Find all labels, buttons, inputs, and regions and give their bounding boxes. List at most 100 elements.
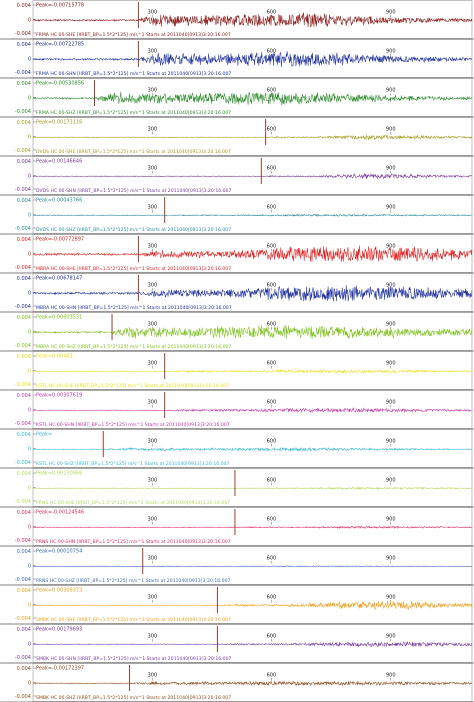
x-tick-label: 300 <box>148 672 158 678</box>
waveform-line <box>32 600 473 611</box>
x-tick-label: 900 <box>386 126 396 132</box>
y-tick-label: -0.004 <box>15 304 31 310</box>
y-tick-label: -0.004 <box>15 577 31 583</box>
trace-row: 0.004 0 -0.004 300 600 900 Peak=-0.00124546 PRN… <box>0 507 474 547</box>
y-tick-label: 0.004 <box>17 471 31 477</box>
y-tick-label: 0 <box>28 96 31 102</box>
x-tick-label: 300 <box>148 204 158 210</box>
trace-row: 0.004 0 -0.004 300 600 900 Peak=-0.00715778 FRM… <box>0 0 474 40</box>
x-tick-label: 900 <box>386 282 396 288</box>
channel-label: MBRA HC 00-SHE [IIRBT_BP=1.5*2*125] m/s^… <box>36 266 231 272</box>
x-tick-label: 600 <box>267 399 277 405</box>
peak-label: Peak=0.00309373 <box>36 588 82 594</box>
x-tick-label: 600 <box>267 165 277 171</box>
x-tick-label: 600 <box>267 9 277 15</box>
waveform-line <box>32 369 473 374</box>
y-tick-label: 0.004 <box>17 42 31 48</box>
y-tick-label: -0.004 <box>15 187 31 193</box>
x-tick-label: 600 <box>267 321 277 327</box>
channel-label: MBRA HC 00-SHN [IIRBT_BP=1.5*2*125] m/s^… <box>36 305 232 311</box>
x-tick-label: 300 <box>148 360 158 366</box>
y-tick-label: -0.004 <box>15 343 31 349</box>
channel-label: DVDS HC 00-SHZ [IIRBT_BP=1.5*2*125] m/s^… <box>36 227 231 233</box>
peak-label: Peak=0.00463 <box>36 354 73 360</box>
y-tick-label: 0 <box>28 369 31 375</box>
x-tick-label: 300 <box>148 165 158 171</box>
x-tick-label: 300 <box>148 633 158 639</box>
y-tick-label: 0 <box>28 564 31 570</box>
peak-label: Peak= <box>36 432 52 438</box>
y-tick-label: -0.004 <box>15 31 31 37</box>
channel-label: SMBK HC 00-SHE [IIRBT_BP=1.5*2*125] m/s^… <box>36 617 231 623</box>
waveform-line <box>32 91 473 106</box>
y-tick-label: 0 <box>28 135 31 141</box>
waveform-line <box>32 407 473 414</box>
x-tick-label: 300 <box>148 438 158 444</box>
x-tick-label: 300 <box>148 594 158 600</box>
y-tick-label: -0.004 <box>15 460 31 466</box>
x-tick-label: 300 <box>148 555 158 561</box>
x-tick-label: 300 <box>148 48 158 54</box>
peak-label: Peak=0.00146646 <box>36 159 82 165</box>
y-tick-label: -0.004 <box>15 109 31 115</box>
x-tick-label: 900 <box>386 9 396 15</box>
waveform-line <box>32 486 473 491</box>
y-tick-label: 0 <box>28 486 31 492</box>
y-tick-label: -0.004 <box>15 265 31 271</box>
channel-label: KSTL HC 00-SHE [IIRBT_BP=1.5*2*125] m/s^… <box>36 383 229 389</box>
waveform-line <box>32 640 473 648</box>
trace-row: 0.004 0 -0.004 300 600 900 Peak=0.00179693 SMBK… <box>0 624 474 664</box>
channel-label: PRNS HC 00-SHE [IIRBT_BP=1.5*2*125] m/s^… <box>36 500 230 506</box>
x-tick-label: 300 <box>148 399 158 405</box>
y-tick-label: 0.004 <box>17 666 31 672</box>
trace-row: 0.004 0 -0.004 300 600 900 Peak= KSTL HC 00-SHZ… <box>0 429 474 469</box>
waveform-line <box>32 173 472 180</box>
x-tick-label: 300 <box>148 243 158 249</box>
x-tick-label: 600 <box>267 516 277 522</box>
x-tick-label: 300 <box>148 282 158 288</box>
y-tick-label: 0.004 <box>17 276 31 282</box>
x-tick-label: 900 <box>386 165 396 171</box>
x-tick-label: 600 <box>267 477 277 483</box>
trace-row: 0.004 0 -0.004 300 600 900 Peak=0.00043766 DVDS… <box>0 195 474 235</box>
y-tick-label: 0.004 <box>17 627 31 633</box>
trace-row: 0.004 0 -0.004 300 600 900 Peak=0.00309373 SMBK… <box>0 585 474 625</box>
x-tick-label: 600 <box>267 87 277 93</box>
x-tick-label: 300 <box>148 87 158 93</box>
y-tick-label: 0 <box>28 681 31 687</box>
peak-label: Peak=0.00043766 <box>36 198 82 204</box>
x-tick-label: 600 <box>267 126 277 132</box>
trace-row: 0.004 0 -0.004 300 600 900 Peak=0.00146646 DVDS… <box>0 156 474 196</box>
x-tick-label: 600 <box>267 555 277 561</box>
x-tick-label: 600 <box>267 282 277 288</box>
trace-row: 0.004 0 -0.004 300 600 900 Peak=-0.00172397 SMB… <box>0 663 474 702</box>
x-tick-label: 600 <box>267 594 277 600</box>
y-tick-label: 0.004 <box>17 198 31 204</box>
waveform-line <box>32 245 473 262</box>
x-tick-label: 900 <box>386 87 396 93</box>
peak-label: Peak=-0.00530856 <box>36 81 84 87</box>
y-tick-label: 0 <box>28 642 31 648</box>
channel-label: DVDS HC 00-SHE [IIRBT_BP=1.5*2*125] m/s^… <box>36 149 231 155</box>
y-tick-label: -0.004 <box>15 421 31 427</box>
y-tick-label: -0.004 <box>15 226 31 232</box>
x-tick-label: 300 <box>148 9 158 15</box>
x-tick-label: 600 <box>267 243 277 249</box>
trace-row: 0.004 0 -0.004 300 600 900 Peak=0.00130866 PRNS… <box>0 468 474 508</box>
trace-row: 0.004 0 -0.004 300 600 900 Peak=0.00307619 KSTL… <box>0 390 474 430</box>
trace-row: 0.004 0 -0.004 300 600 900 Peak=-0.00772897 MBR… <box>0 234 474 274</box>
y-tick-label: -0.004 <box>15 70 31 76</box>
peak-label: Peak=0.00307619 <box>36 393 82 399</box>
peak-label: Peak=0.00678147 <box>36 276 82 282</box>
x-tick-label: 300 <box>148 516 158 522</box>
channel-label: KSTL HC 00-SHN [IIRBT_BP=1.5*2*125] m/s^… <box>36 422 230 428</box>
waveform-line <box>32 213 473 217</box>
trace-row: 0.004 0 -0.004 300 600 900 Peak=0.00010754 PRNS… <box>0 546 474 586</box>
x-tick-label: 600 <box>267 633 277 639</box>
y-tick-label: 0.004 <box>17 159 31 165</box>
y-tick-label: -0.004 <box>15 694 31 700</box>
x-tick-label: 900 <box>386 243 396 249</box>
y-tick-label: 0 <box>28 213 31 219</box>
x-tick-label: 900 <box>386 672 396 678</box>
